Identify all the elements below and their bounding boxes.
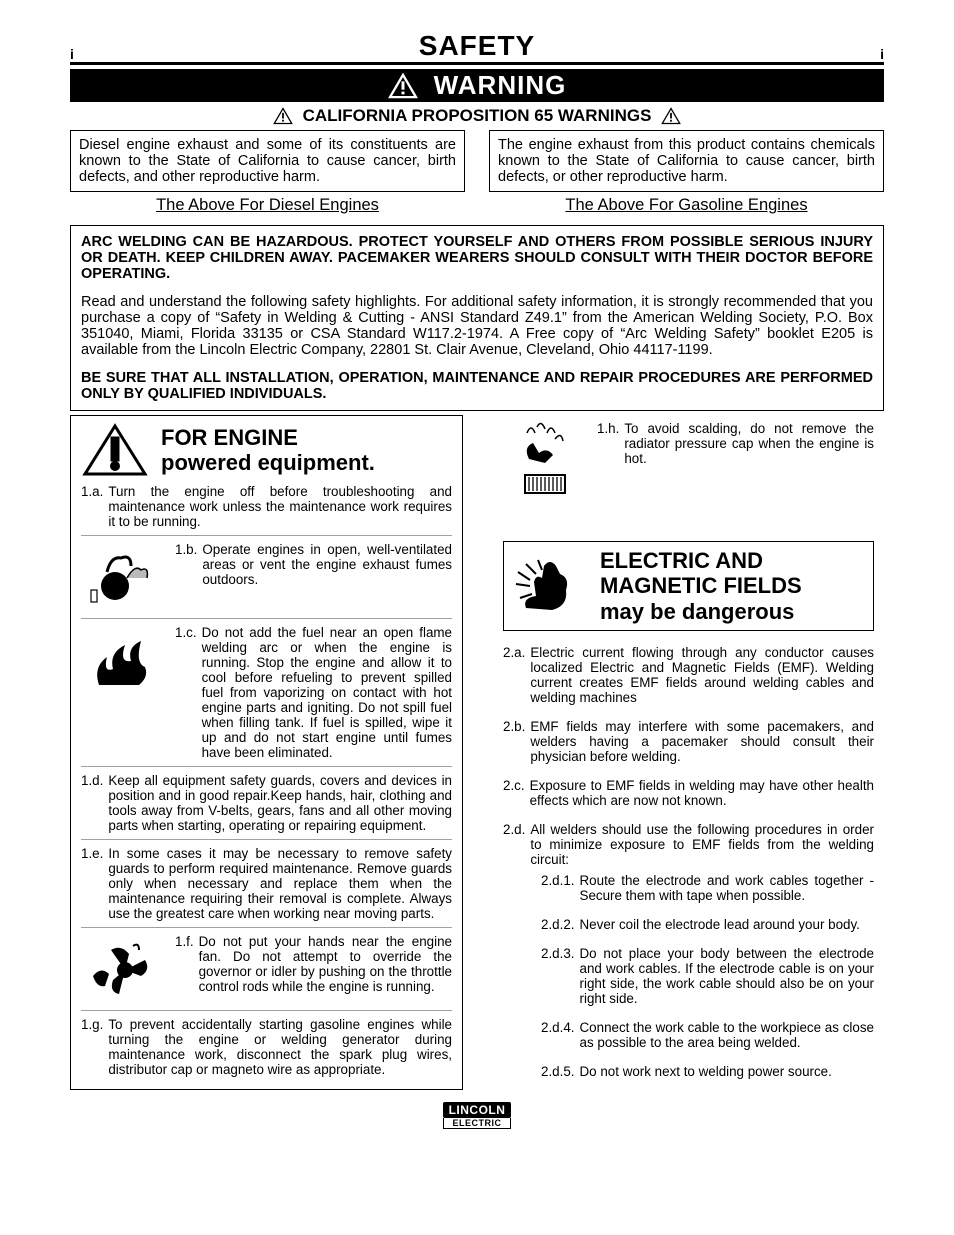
page-header: i SAFETY i [70,30,884,65]
item-text: Do not put your hands near the engine fa… [199,934,452,1004]
item-label: 2.d.2. [541,917,575,932]
item-1f-row: 1.f. Do not put your hands near the engi… [81,934,452,1004]
warning-triangle-small-icon [661,107,681,125]
prop65-boxes: Diesel engine exhaust and some of its co… [70,130,884,215]
item-1b-row: 1.b. Operate engines in open, well-venti… [81,542,452,612]
intro-bold-2: BE SURE THAT ALL INSTALLATION, OPERATION… [81,370,873,402]
item-2d4: 2.d.4. Connect the work cable to the wor… [541,1020,874,1050]
sec2-title: ELECTRIC AND MAGNETIC FIELDS may be dang… [600,548,802,624]
item-1e: 1.e. In some cases it may be necessary t… [81,846,452,921]
column-right: 1.h. To avoid scalding, do not remove th… [493,415,884,1090]
prop65-heading-row: CALIFORNIA PROPOSITION 65 WARNINGS [70,106,884,126]
intro-box: ARC WELDING CAN BE HAZARDOUS. PROTECT YO… [70,225,884,411]
fan-hand-icon [81,934,165,1004]
divider [81,839,452,840]
item-label: 1.h. [597,421,619,491]
radiator-icon [503,421,587,491]
item-2d1: 2.d.1. Route the electrode and work cabl… [541,873,874,903]
item-1g: 1.g. To prevent accidentally starting ga… [81,1017,452,1077]
sec2-heading-row: ELECTRIC AND MAGNETIC FIELDS may be dang… [503,541,874,631]
item-label: 1.f. [175,934,194,1004]
divider [81,1010,452,1011]
item-label: 2.c. [503,778,525,808]
logo-top: LINCOLN [443,1102,512,1118]
item-text: To prevent accidentally starting gasolin… [108,1017,452,1077]
warning-triangle-icon [388,73,418,99]
item-1h-row: 1.h. To avoid scalding, do not remove th… [503,421,874,491]
column-left: FOR ENGINE powered equipment. 1.a. Turn … [70,415,463,1090]
item-label: 2.a. [503,645,525,705]
warning-bar: WARNING [70,69,884,102]
logo: LINCOLN ELECTRIC [70,1102,884,1131]
sec1-heading-row: FOR ENGINE powered equipment. [81,422,452,478]
prop65-diesel-caption: The Above For Diesel Engines [70,196,465,215]
sec1-title-line2: powered equipment. [161,450,375,475]
warning-label: WARNING [434,70,567,101]
item-text: Do not add the fuel near an open flame w… [202,625,452,760]
sec1-title: FOR ENGINE powered equipment. [161,425,375,476]
item-label: 2.b. [503,719,525,764]
item-label: 2.d. [503,822,525,867]
item-2d3: 2.d.3. Do not place your body between th… [541,946,874,1006]
item-text: Operate engines in open, well-ventilated… [202,542,452,612]
item-label: 1.d. [81,773,103,833]
divider [81,618,452,619]
item-label: 1.a. [81,484,103,529]
flame-icon [81,625,165,695]
caution-triangle-icon [81,422,149,478]
item-1c-row: 1.c. Do not add the fuel near an open fl… [81,625,452,760]
content-columns: FOR ENGINE powered equipment. 1.a. Turn … [70,415,884,1090]
item-text: To avoid scalding, do not remove the rad… [624,421,874,491]
sec1-title-line1: FOR ENGINE [161,425,298,450]
item-text: Connect the work cable to the workpiece … [580,1020,874,1050]
item-text: Never coil the electrode lead around you… [580,917,860,932]
item-2a: 2.a. Electric current flowing through an… [503,645,874,705]
item-text: Keep all equipment safety guards, covers… [108,773,452,833]
sec2-title-line1: ELECTRIC AND [600,548,763,573]
item-text: Turn the engine off before troubleshooti… [108,484,452,529]
item-label: 2.d.5. [541,1064,575,1079]
item-label: 2.d.4. [541,1020,575,1050]
prop65-gas-box: The engine exhaust from this product con… [489,130,884,192]
divider [81,766,452,767]
sec2-title-line2: MAGNETIC FIELDS [600,573,802,598]
prop65-gas-caption: The Above For Gasoline Engines [489,196,884,215]
item-1d: 1.d. Keep all equipment safety guards, c… [81,773,452,833]
page-title: SAFETY [419,30,535,62]
item-label: 2.d.1. [541,873,575,903]
page-num-right: i [880,46,884,62]
intro-bold-1: ARC WELDING CAN BE HAZARDOUS. PROTECT YO… [81,234,873,282]
warning-triangle-small-icon [273,107,293,125]
item-label: 2.d.3. [541,946,575,1006]
page-num-left: i [70,46,74,62]
item-label: 1.g. [81,1017,103,1077]
sec2-title-line3: may be dangerous [600,599,794,624]
intro-paragraph: Read and understand the following safety… [81,294,873,358]
item-label: 1.b. [175,542,197,612]
item-text: Electric current flowing through any con… [530,645,874,705]
divider [81,535,452,536]
item-text: In some cases it may be necessary to rem… [108,846,452,921]
electric-hand-icon [512,554,586,618]
item-2d5: 2.d.5. Do not work next to welding power… [541,1064,874,1079]
item-2b: 2.b. EMF fields may interfere with some … [503,719,874,764]
item-label: 1.e. [81,846,103,921]
item-text: EMF fields may interfere with some pacem… [530,719,874,764]
item-label: 1.c. [175,625,197,760]
logo-bottom: ELECTRIC [443,1118,512,1129]
item-text: Route the electrode and work cables toge… [580,873,874,903]
item-text: All welders should use the following pro… [530,822,874,867]
item-text: Do not place your body between the elect… [580,946,874,1006]
prop65-title: CALIFORNIA PROPOSITION 65 WARNINGS [303,106,652,126]
item-2d2: 2.d.2. Never coil the electrode lead aro… [541,917,874,932]
divider [81,927,452,928]
item-2c: 2.c. Exposure to EMF fields in welding m… [503,778,874,808]
item-text: Do not work next to welding power source… [580,1064,832,1079]
item-2d: 2.d. All welders should use the followin… [503,822,874,867]
item-text: Exposure to EMF fields in welding may ha… [530,778,874,808]
prop65-diesel-box: Diesel engine exhaust and some of its co… [70,130,465,192]
item-1a: 1.a. Turn the engine off before troubles… [81,484,452,529]
fumes-icon [81,542,165,612]
